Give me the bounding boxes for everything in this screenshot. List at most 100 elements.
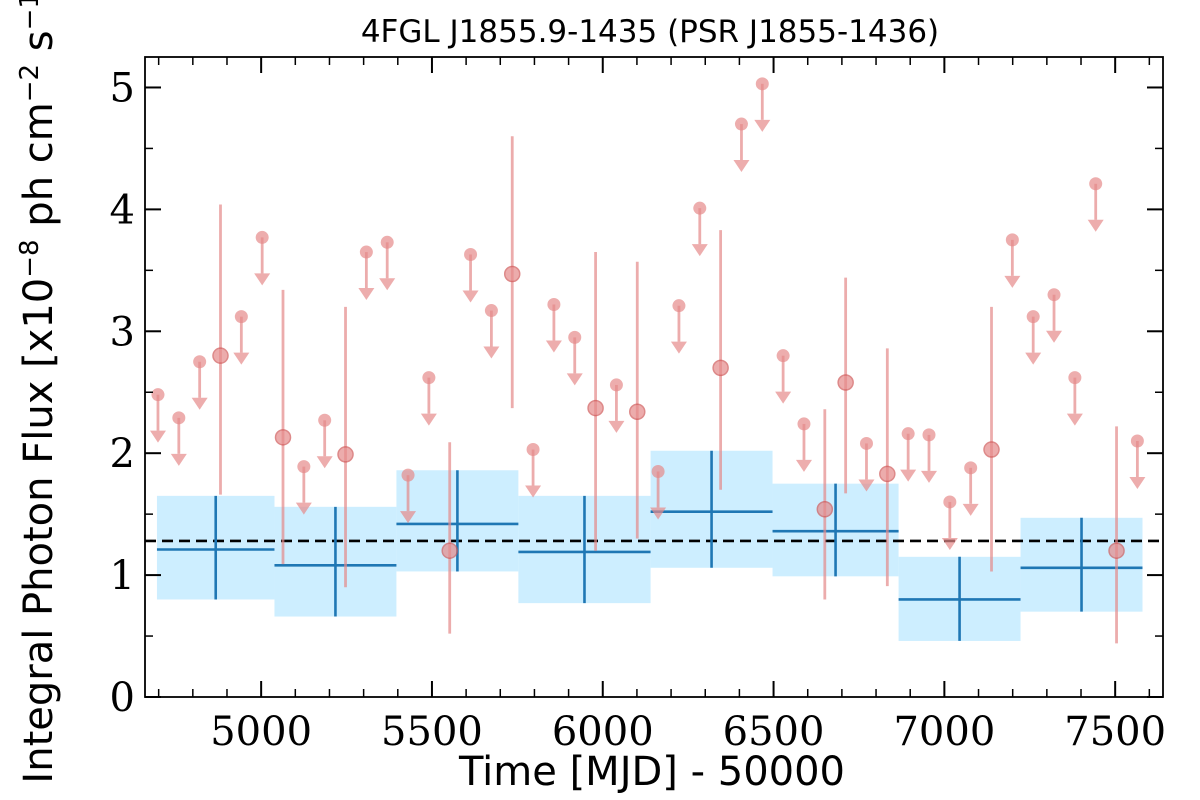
upper-limit-point bbox=[464, 247, 478, 261]
upper-limit-arrow bbox=[545, 340, 562, 353]
detection-point bbox=[816, 501, 834, 518]
detection-point bbox=[337, 446, 354, 463]
detection-point bbox=[1108, 542, 1125, 559]
upper-limit-point bbox=[422, 371, 436, 385]
upper-limit-point bbox=[359, 245, 373, 259]
upper-limit-arrow bbox=[775, 391, 792, 404]
y-axis-label-exp2: −2 bbox=[15, 64, 45, 102]
x-axis-ticks: 5000 5500 6000 6500 7000 7500 bbox=[157, 57, 1166, 755]
upper-limit-arrow bbox=[233, 352, 250, 365]
upper-limit-point bbox=[755, 77, 769, 91]
upper-limit-arrow bbox=[962, 503, 979, 516]
detection-point bbox=[879, 465, 896, 483]
upper-limit-arrow bbox=[858, 479, 875, 492]
upper-limit-point bbox=[547, 297, 561, 311]
y-axis-label-exp3: −1 bbox=[15, 0, 45, 30]
upper-limit-arrow bbox=[400, 511, 417, 524]
x-tick-label: 7500 bbox=[1064, 709, 1166, 755]
detection-point bbox=[983, 441, 1000, 458]
upper-limit-arrow bbox=[941, 537, 958, 550]
upper-limit-arrow bbox=[920, 470, 937, 483]
upper-limit-point bbox=[172, 411, 186, 425]
upper-limit-point bbox=[859, 436, 873, 450]
upper-limit-point bbox=[943, 495, 957, 509]
upper-limit-arrow bbox=[379, 278, 396, 291]
upper-limit-point bbox=[734, 117, 748, 131]
x-tick-label: 6500 bbox=[723, 709, 825, 755]
upper-limit-arrow bbox=[462, 290, 479, 303]
upper-limit-arrow bbox=[316, 456, 333, 469]
chart-title: 4FGL J1855.9-1435 (PSR J1855-1436) bbox=[361, 14, 939, 50]
upper-limit-point bbox=[922, 428, 936, 442]
y-axis-label-base: Integral Photon Flux [x10 bbox=[16, 278, 62, 784]
upper-limit-point bbox=[568, 330, 582, 344]
upper-limit-arrow bbox=[295, 502, 312, 515]
upper-limit-arrow bbox=[420, 413, 437, 426]
x-tick-label: 5000 bbox=[210, 709, 312, 755]
upper-limit-arrow bbox=[795, 459, 812, 472]
upper-limit-arrow bbox=[1046, 330, 1063, 343]
upper-limit-point bbox=[234, 310, 248, 324]
upper-limit-arrow bbox=[170, 453, 187, 466]
y-axis-label: Integral Photon Flux [x10−8 ph cm−2 s−1] bbox=[15, 0, 62, 784]
upper-limit-point bbox=[901, 427, 915, 441]
upper-limit-point bbox=[1068, 371, 1082, 385]
y-tick-label: 1 bbox=[110, 553, 135, 599]
short-bin-points bbox=[149, 77, 1146, 644]
x-tick-label: 7000 bbox=[893, 709, 995, 755]
y-tick-label: 5 bbox=[110, 65, 135, 111]
detection-point bbox=[212, 347, 229, 364]
upper-limit-arrow bbox=[1087, 219, 1104, 232]
y-tick-label: 3 bbox=[110, 309, 135, 355]
long-bin-crosses bbox=[156, 450, 1143, 641]
upper-limit-arrow bbox=[566, 373, 583, 386]
upper-limit-point bbox=[1089, 177, 1103, 191]
upper-limit-arrow bbox=[149, 430, 166, 443]
plot-frame bbox=[144, 56, 1164, 698]
upper-limit-point bbox=[1130, 434, 1144, 448]
upper-limit-point bbox=[484, 304, 498, 318]
upper-limit-arrow bbox=[1129, 477, 1146, 489]
y-tick-label: 2 bbox=[110, 431, 135, 477]
upper-limit-arrow bbox=[650, 507, 667, 520]
upper-limit-point bbox=[401, 468, 415, 482]
y-axis-label-mid2: s bbox=[16, 30, 62, 64]
upper-limit-point bbox=[193, 355, 207, 369]
upper-limit-arrow bbox=[733, 160, 750, 173]
upper-limit-point bbox=[151, 388, 165, 402]
upper-limit-point bbox=[797, 417, 811, 431]
upper-limit-point bbox=[255, 230, 269, 244]
upper-limit-arrow bbox=[900, 469, 917, 482]
detection-point bbox=[712, 359, 729, 377]
upper-limit-point bbox=[526, 443, 540, 457]
upper-limit-arrow bbox=[1025, 352, 1042, 365]
plot-border bbox=[144, 56, 1164, 698]
x-tick-label: 6000 bbox=[552, 709, 654, 755]
detection-point bbox=[274, 429, 292, 446]
detection-point bbox=[503, 265, 521, 283]
upper-limit-arrow bbox=[525, 485, 542, 498]
upper-limit-point bbox=[609, 378, 623, 392]
upper-limit-point bbox=[318, 413, 332, 427]
upper-limit-arrow bbox=[1004, 275, 1021, 288]
x-axis-label: Time [MJD] - 50000 bbox=[458, 749, 845, 795]
upper-limit-arrow bbox=[483, 346, 500, 359]
upper-limit-point bbox=[651, 464, 665, 478]
detection-point bbox=[837, 374, 854, 391]
upper-limit-point bbox=[1047, 288, 1061, 302]
upper-limit-arrow bbox=[358, 288, 375, 301]
upper-limit-arrow bbox=[691, 244, 708, 257]
detection-point bbox=[441, 542, 458, 559]
upper-limit-arrow bbox=[254, 273, 271, 286]
upper-limit-arrow bbox=[670, 341, 687, 354]
upper-limit-point bbox=[964, 461, 978, 475]
upper-limit-point bbox=[672, 299, 686, 313]
upper-limit-arrow bbox=[608, 420, 625, 433]
upper-limit-point bbox=[297, 460, 311, 474]
detection-point bbox=[629, 403, 646, 420]
y-tick-label: 0 bbox=[110, 675, 135, 721]
y-axis-label-exp1: −8 bbox=[15, 239, 45, 277]
upper-limit-arrow bbox=[191, 397, 208, 410]
upper-limit-point bbox=[1026, 310, 1040, 324]
upper-limit-arrow bbox=[1066, 413, 1083, 426]
